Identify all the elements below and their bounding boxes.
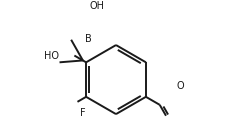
- Text: OH: OH: [89, 1, 104, 11]
- Text: O: O: [175, 81, 183, 91]
- Text: B: B: [85, 34, 92, 44]
- Text: HO: HO: [44, 51, 59, 61]
- Text: F: F: [79, 108, 85, 118]
